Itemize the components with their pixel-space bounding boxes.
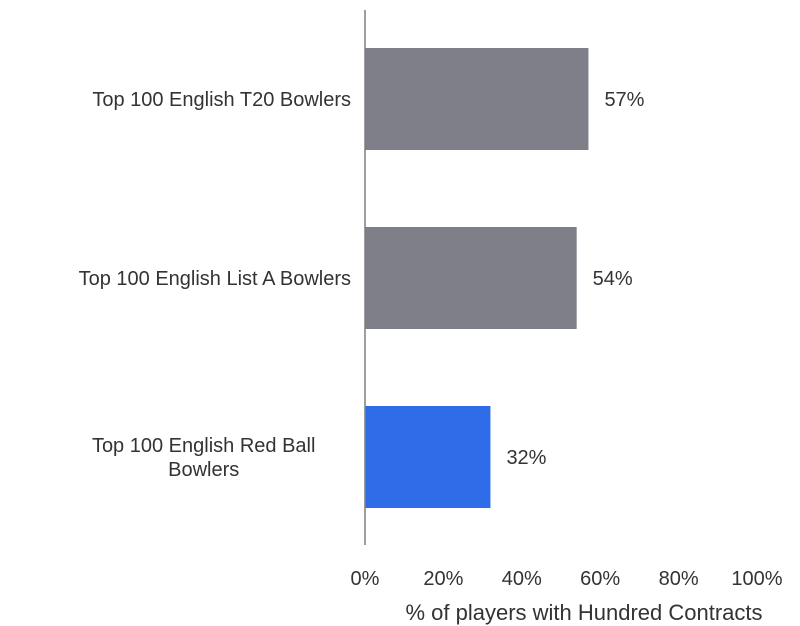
- category-label-2: Top 100 English List A Bowlers: [79, 268, 351, 290]
- category-label-1: Top 100 English T20 Bowlers: [92, 89, 351, 111]
- x-tick-label-20: 20%: [423, 568, 463, 590]
- category-labels: Top 100 English T20 Bowlers Top 100 Engli…: [79, 89, 351, 481]
- value-label-1: 57%: [604, 89, 644, 111]
- bar-1: [365, 48, 589, 150]
- category-label-3: Top 100 English Red Ball Bowlers: [92, 435, 315, 481]
- x-tick-label-40: 40%: [502, 568, 542, 590]
- x-tick-label-100: 100%: [731, 568, 782, 590]
- x-tick-labels: 0% 20% 40% 60% 80% 100%: [351, 568, 783, 590]
- x-tick-label-60: 60%: [580, 568, 620, 590]
- value-label-3: 32%: [506, 447, 546, 469]
- bar-3: [365, 406, 491, 508]
- bars-group: [365, 48, 589, 508]
- x-tick-label-0: 0%: [351, 568, 380, 590]
- value-labels: 57% 54% 32%: [506, 89, 644, 469]
- value-label-2: 54%: [593, 268, 633, 290]
- bar-2: [365, 227, 577, 329]
- x-axis-title: % of players with Hundred Contracts: [405, 600, 762, 625]
- x-tick-label-80: 80%: [659, 568, 699, 590]
